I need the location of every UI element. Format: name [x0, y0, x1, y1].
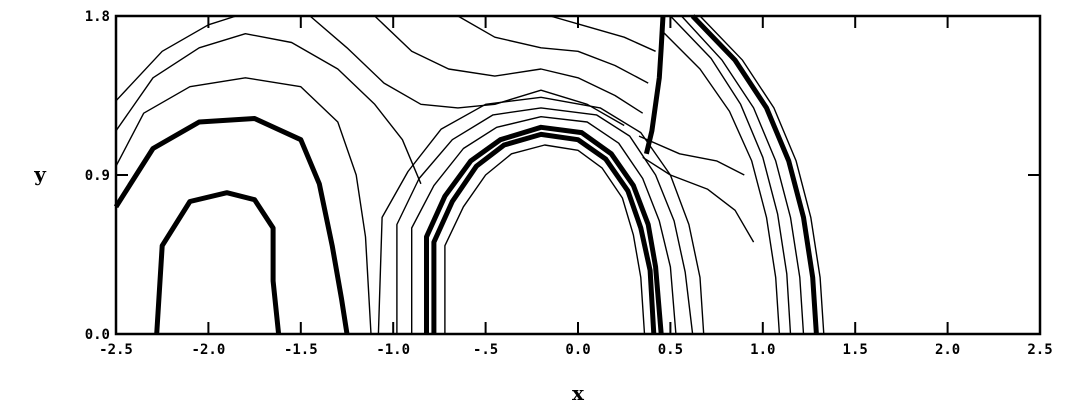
- contour-bow-shock-2: [699, 15, 825, 335]
- contour-bow-shock-4: [669, 15, 792, 335]
- x-tick-label: 0.0: [565, 342, 590, 358]
- contour-lines: [113, 14, 825, 335]
- contour-upper-6: [550, 15, 656, 52]
- contour-upper-5: [457, 15, 649, 84]
- x-tick-label: -2.5: [99, 342, 133, 358]
- y-tick-label: 0.9: [85, 168, 110, 184]
- x-tick-label: -.5: [473, 342, 498, 358]
- contour-near-wake-1: [642, 156, 755, 243]
- y-tick-label: 0.0: [85, 327, 110, 343]
- contour-cyl-outer-3: [377, 96, 705, 335]
- contour-upper-1: [115, 33, 422, 185]
- x-tick-label: 1.0: [750, 342, 775, 358]
- contour-cyl-outer-2: [396, 107, 694, 335]
- contour-wake-region-2: [113, 116, 350, 335]
- contour-near-wake-2: [638, 135, 745, 176]
- contour-upper-4: [374, 15, 644, 114]
- x-tick-label: 0.5: [658, 342, 683, 358]
- contour-wake-region-1: [154, 190, 282, 335]
- axis-ticks: -2.5 -2.0 -1.5 -1.0 -.5 0.0 0.5 1.0 1.5 2.0 2.5 0.0…: [85, 9, 1053, 358]
- contour-upper-2: [115, 15, 237, 102]
- y-axis-label: y: [33, 162, 47, 186]
- x-tick-label: -1.0: [376, 342, 410, 358]
- x-tick-label: 1.5: [843, 342, 868, 358]
- contour-bow-shock-5: [660, 29, 781, 335]
- y-tick-label: 1.8: [85, 9, 110, 25]
- x-tick-label: 2.5: [1027, 342, 1052, 358]
- contour-cyl-thick-1: [424, 124, 664, 335]
- x-tick-label: -2.0: [192, 342, 226, 358]
- contour-upper-3: [309, 15, 625, 127]
- x-axis-label: x: [572, 381, 585, 405]
- x-tick-label: -1.5: [284, 342, 318, 358]
- contour-bow-shock-1: [690, 14, 819, 335]
- contour-bow-shock-3: [680, 15, 805, 335]
- contour-cyl-outer-1: [411, 116, 677, 335]
- x-tick-label: 2.0: [935, 342, 960, 358]
- contour-wake-region-3: [115, 77, 372, 335]
- contour-slip-line: [643, 15, 666, 155]
- contour-cyl-inner: [444, 144, 646, 335]
- contour-cyl-thick-2: [431, 131, 657, 335]
- plot-frame: [114, 14, 1042, 336]
